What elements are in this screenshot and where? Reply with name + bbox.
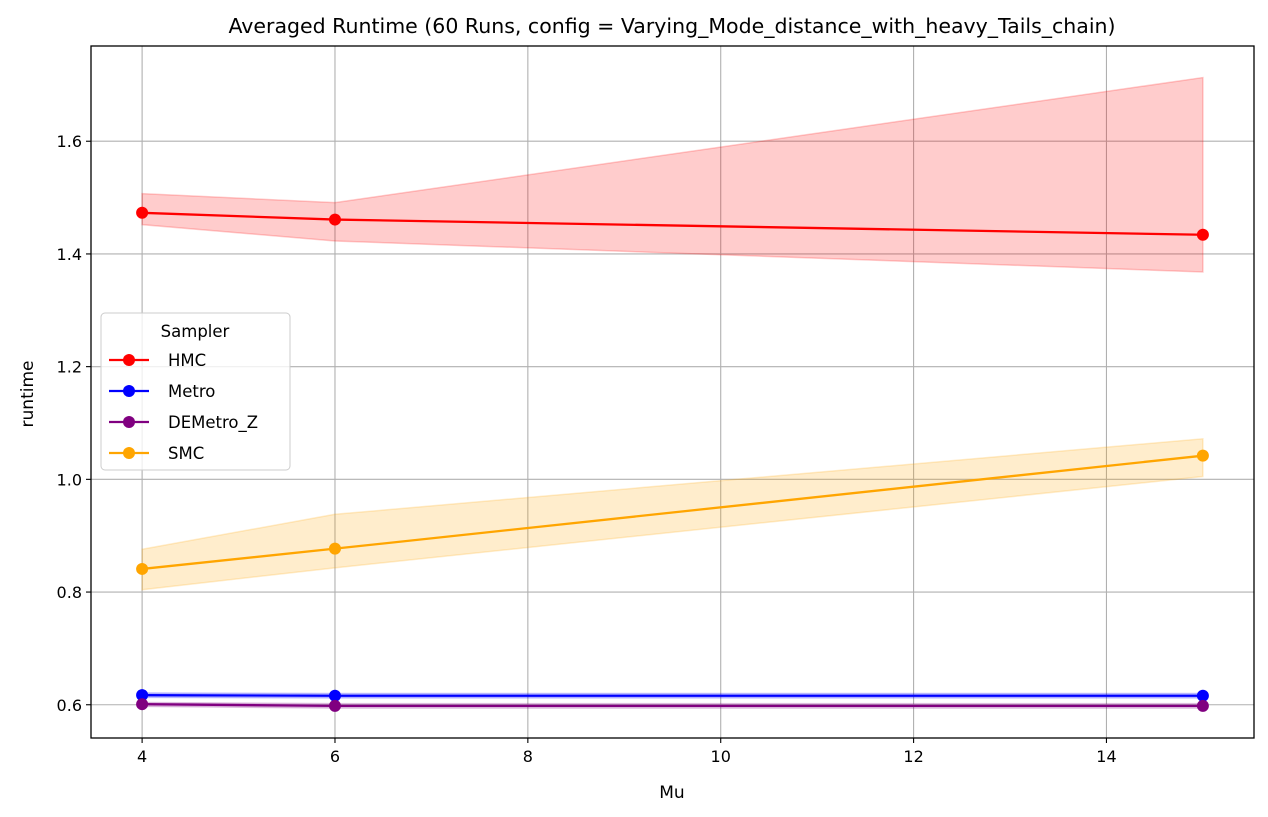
legend-title: Sampler — [161, 322, 230, 341]
legend-hmc-swatch-marker — [123, 354, 135, 366]
x-tick-label: 12 — [903, 747, 923, 766]
legend-smc-swatch-marker — [123, 447, 135, 459]
y-tick-label: 1.2 — [57, 358, 82, 377]
series-markers — [136, 206, 1209, 712]
legend-smc-label: SMC — [168, 444, 204, 463]
legend-entries: HMC Metro DEMetro_Z SMC — [109, 351, 258, 463]
x-tick-label: 14 — [1096, 747, 1116, 766]
legend-hmc-label: HMC — [168, 351, 206, 370]
x-tick-label: 4 — [137, 747, 147, 766]
smc-line — [141, 454, 1204, 571]
hmc-point — [136, 206, 149, 219]
legend-demetro-z-swatch-marker — [123, 416, 135, 428]
y-axis-title: runtime — [18, 361, 38, 428]
plot-frame — [90, 45, 1255, 739]
legend-metro-label: Metro — [168, 382, 215, 401]
y-tick-label: 1.0 — [57, 470, 82, 489]
x-tick-label: 10 — [711, 747, 731, 766]
hmc-point — [1196, 228, 1209, 241]
smc-point — [328, 542, 341, 555]
metro-point — [1196, 689, 1209, 702]
x-tick-label: 6 — [330, 747, 340, 766]
demetro-z-point — [136, 698, 149, 711]
metro-point — [136, 689, 149, 702]
metro-point — [328, 689, 341, 702]
legend-metro-swatch-marker — [123, 385, 135, 397]
smc-point — [1196, 449, 1209, 462]
hmc-band — [141, 76, 1204, 273]
legend: Sampler HMC Metro DEMetro_Z SMC — [100, 312, 291, 471]
y-tick-label: 1.6 — [57, 132, 82, 151]
x-axis-title: Mu — [659, 783, 684, 803]
demetro-z-point — [328, 699, 341, 712]
x-tick-label: 8 — [523, 747, 533, 766]
y-tick-label: 0.8 — [57, 583, 82, 602]
demetro-z-point — [1196, 699, 1209, 712]
legend-box — [100, 312, 291, 471]
chart-title: Averaged Runtime (60 Runs, config = Vary… — [228, 14, 1115, 39]
y-tick-label: 1.4 — [57, 245, 82, 264]
legend-demetro-z-label: DEMetro_Z — [168, 413, 258, 433]
smc-band — [141, 437, 1204, 591]
metro-line — [142, 694, 1203, 697]
axis-ticks: 4 6 8 10 12 14 0.6 0.8 1.0 1.2 1.4 1.6 — [57, 132, 1117, 766]
hmc-point — [328, 213, 341, 226]
confidence-bands — [141, 76, 1204, 709]
y-tick-label: 0.6 — [57, 696, 82, 715]
smc-point — [136, 562, 149, 575]
